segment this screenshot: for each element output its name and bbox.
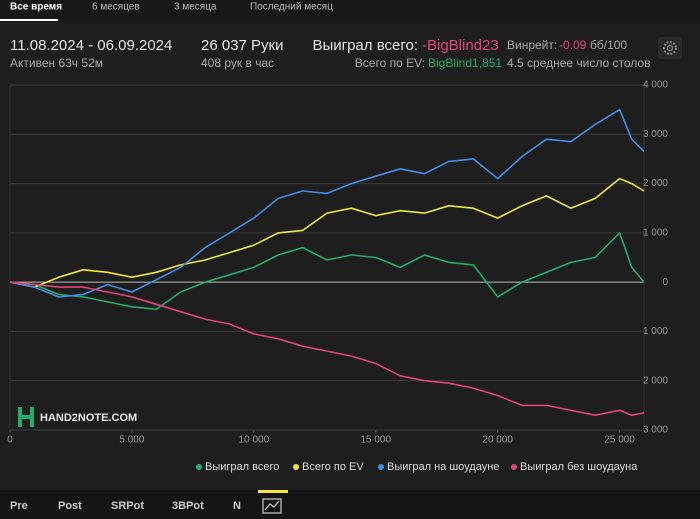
x-tick-label: 5 000 bbox=[119, 435, 144, 446]
chart-view-button[interactable] bbox=[258, 490, 288, 514]
y-tick-label: 4 000 bbox=[643, 80, 668, 91]
y-tick-label: 3 000 bbox=[643, 129, 668, 140]
legend-marker bbox=[293, 464, 299, 470]
legend-marker bbox=[511, 464, 517, 470]
tab-bar bbox=[0, 0, 700, 22]
tab[interactable]: Последний месяц bbox=[250, 2, 333, 13]
tab[interactable]: Все время bbox=[10, 2, 62, 13]
tab[interactable]: 6 месяцев bbox=[92, 2, 140, 13]
date-range: 11.08.2024 - 06.09.2024 bbox=[10, 37, 172, 54]
legend-label[interactable]: Выиграл на шоудауне bbox=[387, 461, 499, 473]
winrate-unit: бб/100 bbox=[590, 38, 627, 52]
winrate-value: -0.09 bbox=[559, 38, 587, 52]
logo-text: HAND2NOTE.COM bbox=[40, 412, 137, 424]
won-label: Выиграл всего: bbox=[312, 37, 418, 54]
bottom-bar bbox=[0, 490, 700, 519]
series-line bbox=[9, 232, 645, 311]
tab[interactable]: 3 месяца bbox=[174, 2, 217, 13]
active-tab-indicator bbox=[0, 19, 58, 21]
legend-label[interactable]: Всего по EV bbox=[302, 461, 364, 473]
ev-value: BigBlind1,851 bbox=[428, 56, 502, 70]
series-line bbox=[9, 177, 645, 288]
hands: 26 037 Руки bbox=[201, 37, 284, 54]
y-tick-label: 2 000 bbox=[643, 178, 668, 189]
plot-area bbox=[9, 84, 645, 431]
series-line bbox=[9, 281, 645, 416]
y-tick-label: 1 000 bbox=[643, 227, 668, 238]
legend-marker bbox=[378, 464, 384, 470]
winrate-label: Винрейт: bbox=[507, 38, 557, 52]
series-line bbox=[9, 108, 645, 298]
won-value: -BigBlind23 bbox=[422, 37, 499, 54]
settings-button[interactable] bbox=[658, 37, 682, 59]
hands-per-hour: 408 рук в час bbox=[201, 56, 274, 70]
bottom-tab[interactable]: Pre bbox=[10, 500, 28, 512]
x-tick-label: 0 bbox=[7, 435, 13, 446]
bottom-tab[interactable]: Post bbox=[58, 500, 82, 512]
tables: 4.5 среднее число столов bbox=[507, 56, 650, 70]
y-tick-label: 1 000 bbox=[643, 326, 668, 337]
bottom-tab[interactable]: 3BPot bbox=[172, 500, 204, 512]
x-tick-label: 25 000 bbox=[604, 435, 635, 446]
y-tick-label: 3 000 bbox=[643, 425, 668, 436]
active-time: Активен 63ч 52м bbox=[10, 56, 103, 70]
y-tick-label: 2 000 bbox=[643, 375, 668, 386]
x-tick-label: 10 000 bbox=[239, 435, 270, 446]
legend-label[interactable]: Выиграл без шоудауна bbox=[520, 461, 638, 473]
x-tick-label: 15 000 bbox=[360, 435, 391, 446]
bottom-tab[interactable]: SRPot bbox=[111, 500, 144, 512]
legend-label[interactable]: Выиграл всего bbox=[205, 461, 279, 473]
y-tick-label: 0 bbox=[662, 277, 668, 288]
legend-marker bbox=[196, 464, 202, 470]
x-tick-label: 20 000 bbox=[482, 435, 513, 446]
logo: HAND2NOTE.COM bbox=[18, 407, 137, 427]
ev-label: Всего по EV: bbox=[355, 56, 425, 70]
bottom-tab[interactable]: N bbox=[233, 500, 241, 512]
